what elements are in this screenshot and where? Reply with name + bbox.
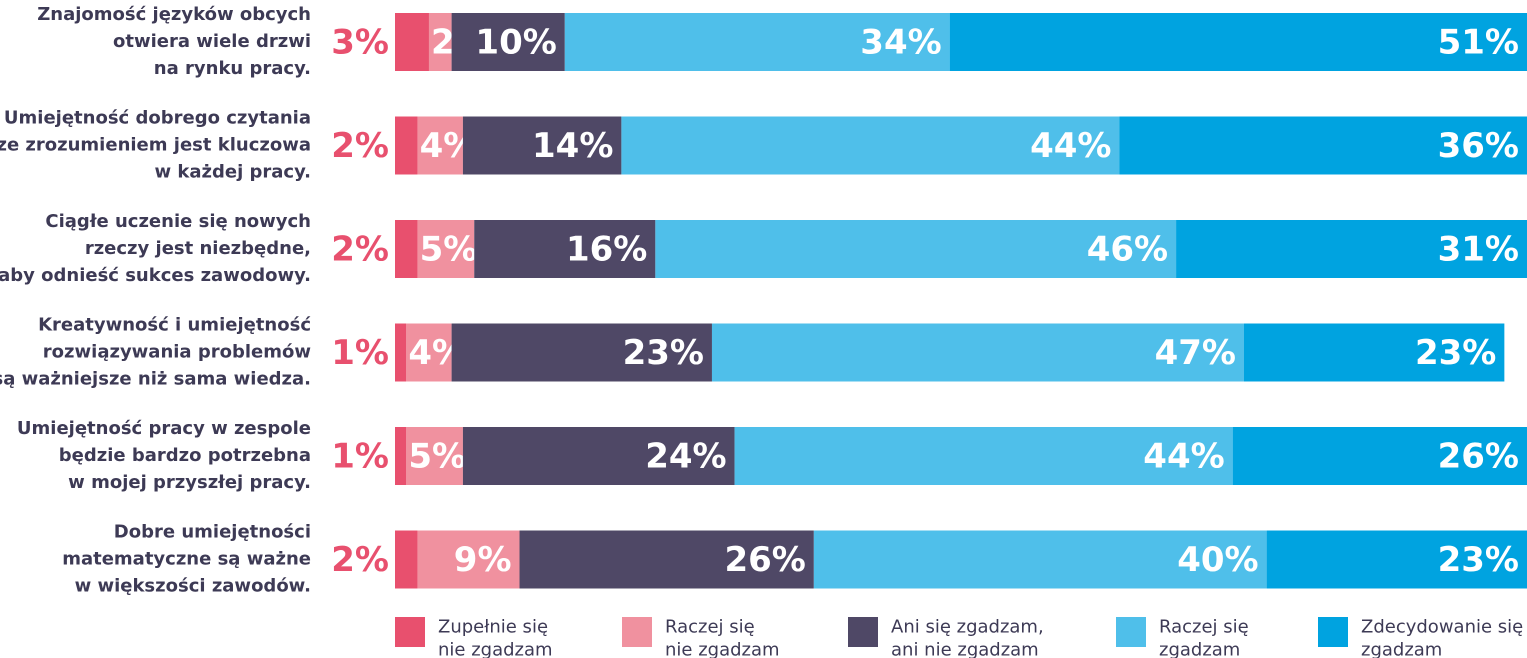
bar-segment bbox=[1232, 427, 1527, 485]
value-label: 16% bbox=[566, 230, 647, 270]
bar-segment bbox=[395, 323, 407, 382]
value-label: 31% bbox=[1438, 230, 1519, 270]
bar-segment bbox=[621, 116, 1120, 175]
bar-segment bbox=[451, 13, 565, 71]
value-label: 51% bbox=[1438, 23, 1519, 63]
legend-label: Zupełnie się nie zgadzam bbox=[438, 617, 553, 658]
bar-segment bbox=[1244, 323, 1505, 382]
value-label: 26% bbox=[724, 540, 805, 580]
bar-segment bbox=[1119, 116, 1527, 175]
legend-label: Raczej się nie zgadzam bbox=[665, 617, 780, 658]
value-label: 44% bbox=[1143, 437, 1224, 477]
value-label: 44% bbox=[1030, 126, 1111, 166]
bar-segment bbox=[474, 220, 656, 278]
bar-segment bbox=[813, 530, 1267, 589]
bar-segment bbox=[519, 530, 814, 589]
legend-label: Zdecydowanie się zgadzam bbox=[1361, 617, 1523, 658]
bar-segment bbox=[462, 427, 735, 485]
bar-segment bbox=[1266, 530, 1527, 589]
value-label: 10% bbox=[475, 23, 556, 63]
value-label: 9% bbox=[454, 540, 512, 580]
category-label: Kreatywność i umiejętność rozwiązywania p… bbox=[0, 315, 311, 390]
value-label: 5% bbox=[420, 230, 478, 270]
legend-swatch bbox=[848, 617, 878, 647]
value-label: 24% bbox=[645, 437, 726, 477]
bar-segment bbox=[417, 116, 463, 175]
value-label: 34% bbox=[860, 23, 941, 63]
value-label: 3% bbox=[331, 23, 389, 63]
bar-segment bbox=[734, 427, 1233, 485]
value-label: 23% bbox=[1438, 540, 1519, 580]
bar-segment bbox=[395, 116, 418, 175]
bar-segment bbox=[406, 323, 452, 382]
value-label: 14% bbox=[532, 126, 613, 166]
value-label: 23% bbox=[1415, 333, 1496, 373]
value-label: 2% bbox=[331, 126, 389, 166]
category-label: Umiejętność dobrego czytania ze zrozumien… bbox=[0, 108, 311, 183]
legend-swatch bbox=[1116, 617, 1146, 647]
bar-segment bbox=[949, 13, 1527, 71]
value-label: 36% bbox=[1438, 126, 1519, 166]
bar-segment bbox=[395, 220, 418, 278]
value-label: 5% bbox=[408, 437, 466, 477]
bar-segment bbox=[451, 323, 712, 382]
legend-swatch bbox=[1318, 617, 1348, 647]
category-label: Ciągłe uczenie się nowych rzeczy jest nie… bbox=[0, 211, 311, 286]
bar-segment bbox=[417, 530, 520, 589]
bar-segment bbox=[406, 427, 463, 485]
value-label: 2% bbox=[331, 230, 389, 270]
bar-segment bbox=[711, 323, 1244, 382]
category-label: Dobre umiejętności matematyczne są ważne w… bbox=[62, 522, 311, 597]
legend-label: Raczej się zgadzam bbox=[1159, 617, 1249, 658]
value-label: 46% bbox=[1087, 230, 1168, 270]
legend-label: Ani się zgadzam, ani nie zgadzam bbox=[891, 617, 1044, 658]
legend-swatch bbox=[622, 617, 652, 647]
bar-segment bbox=[395, 13, 429, 71]
bar-segment bbox=[655, 220, 1177, 278]
value-label: 2% bbox=[331, 540, 389, 580]
bar-segment bbox=[395, 530, 418, 589]
category-label: Znajomość języków obcych otwiera wiele dr… bbox=[37, 4, 311, 79]
bar-segment bbox=[462, 116, 622, 175]
value-label: 40% bbox=[1177, 540, 1258, 580]
bar-segment bbox=[417, 220, 475, 278]
value-label: 23% bbox=[623, 333, 704, 373]
value-label: 1% bbox=[331, 333, 389, 373]
bar-segment bbox=[395, 427, 407, 485]
legend-swatch bbox=[395, 617, 425, 647]
bar-segment bbox=[1176, 220, 1527, 278]
value-label: 1% bbox=[331, 437, 389, 477]
bar-segment bbox=[428, 13, 452, 71]
value-label: 47% bbox=[1155, 333, 1236, 373]
bar-segment bbox=[564, 13, 950, 71]
category-label: Umiejętność pracy w zespole będzie bardzo… bbox=[17, 418, 311, 493]
value-label: 26% bbox=[1438, 437, 1519, 477]
